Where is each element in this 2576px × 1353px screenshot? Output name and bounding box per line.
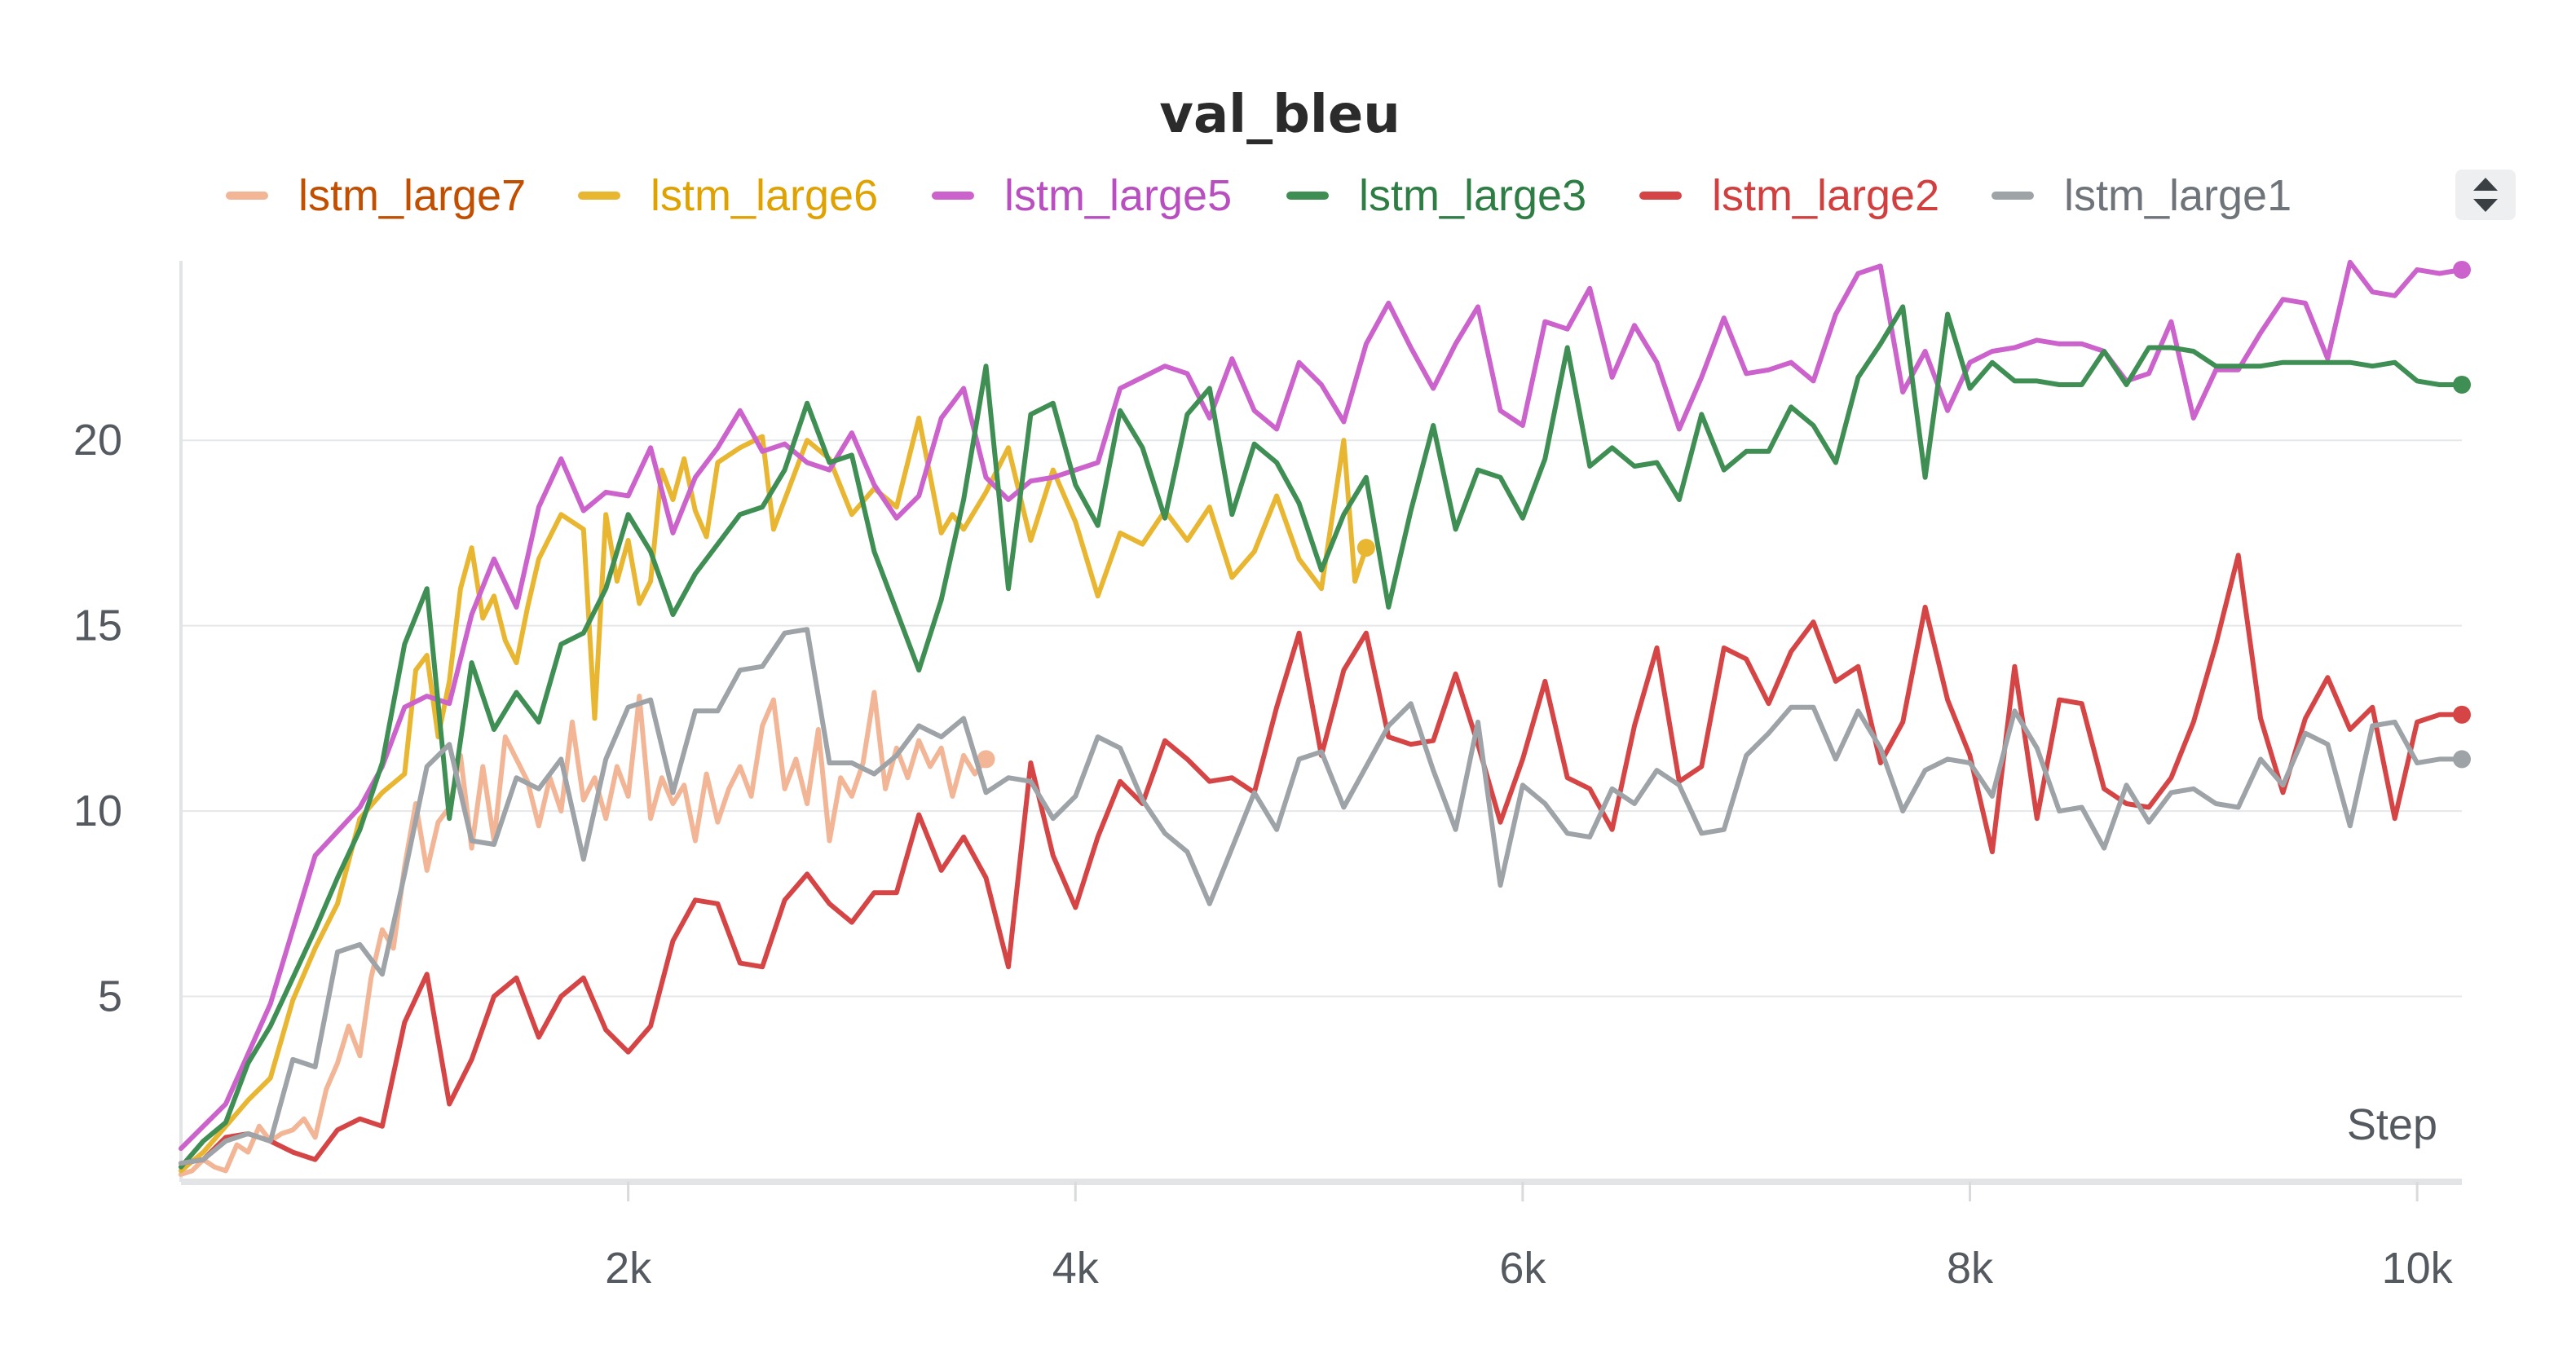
legend-item-lstm_large6[interactable]: lstm_large6 bbox=[578, 171, 878, 220]
legend-label: lstm_large7 bbox=[298, 171, 526, 220]
y-tick-label: 10 bbox=[73, 787, 122, 835]
x-tick-label: 4k bbox=[1052, 1244, 1100, 1293]
chart-title: val_bleu bbox=[1159, 85, 1400, 145]
series-line-lstm_large2[interactable] bbox=[179, 553, 2464, 1166]
series-line-lstm_large6[interactable] bbox=[179, 415, 1369, 1174]
legend-item-lstm_large1[interactable]: lstm_large1 bbox=[1992, 171, 2291, 220]
legend-label: lstm_large1 bbox=[2064, 171, 2291, 220]
x-axis-label: Step bbox=[2347, 1100, 2437, 1149]
series-line-lstm_large3[interactable] bbox=[179, 304, 2464, 1170]
series-end-point-lstm_large2[interactable] bbox=[2453, 705, 2471, 724]
legend-label: lstm_large5 bbox=[1004, 171, 1232, 220]
y-tick-label: 15 bbox=[73, 602, 122, 650]
series-end-point-lstm_large6[interactable] bbox=[1356, 539, 1375, 558]
legend-item-lstm_large7[interactable]: lstm_large7 bbox=[226, 171, 526, 220]
legend-item-lstm_large5[interactable]: lstm_large5 bbox=[932, 171, 1232, 220]
series-end-point-lstm_large7[interactable] bbox=[977, 750, 995, 769]
x-tick-label: 8k bbox=[1947, 1244, 1994, 1293]
series-end-point-lstm_large5[interactable] bbox=[2453, 260, 2471, 279]
series-line-lstm_large7[interactable] bbox=[179, 690, 989, 1177]
sort-arrows-icon[interactable] bbox=[2473, 178, 2498, 212]
legend-label: lstm_large2 bbox=[1712, 171, 1939, 220]
x-tick-label: 10k bbox=[2382, 1244, 2454, 1293]
legend: lstm_large7 lstm_large6 lstm_large5 lstm_la… bbox=[226, 171, 2291, 220]
series-line-lstm_large1[interactable] bbox=[179, 627, 2464, 1166]
legend-label: lstm_large3 bbox=[1359, 171, 1586, 220]
y-tick-label: 20 bbox=[73, 416, 122, 465]
legend-scroll-control[interactable] bbox=[2455, 170, 2516, 220]
legend-scroll-button[interactable] bbox=[2455, 170, 2516, 220]
legend-item-lstm_large2[interactable]: lstm_large2 bbox=[1639, 171, 1939, 220]
series-end-point-lstm_large1[interactable] bbox=[2453, 750, 2471, 769]
x-tick-label: 6k bbox=[1499, 1244, 1546, 1293]
series-end-point-lstm_large3[interactable] bbox=[2453, 375, 2471, 394]
grid bbox=[181, 439, 2462, 998]
y-tick-label: 5 bbox=[98, 972, 122, 1021]
legend-label: lstm_large6 bbox=[651, 171, 878, 220]
axes: 5 10 15 20 2k 4k 6k 8k 10k bbox=[73, 261, 2462, 1293]
x-tick-label: 2k bbox=[605, 1244, 652, 1293]
series-line-lstm_large5[interactable] bbox=[179, 259, 2464, 1152]
legend-item-lstm_large3[interactable]: lstm_large3 bbox=[1286, 171, 1586, 220]
series-group bbox=[179, 259, 2471, 1177]
